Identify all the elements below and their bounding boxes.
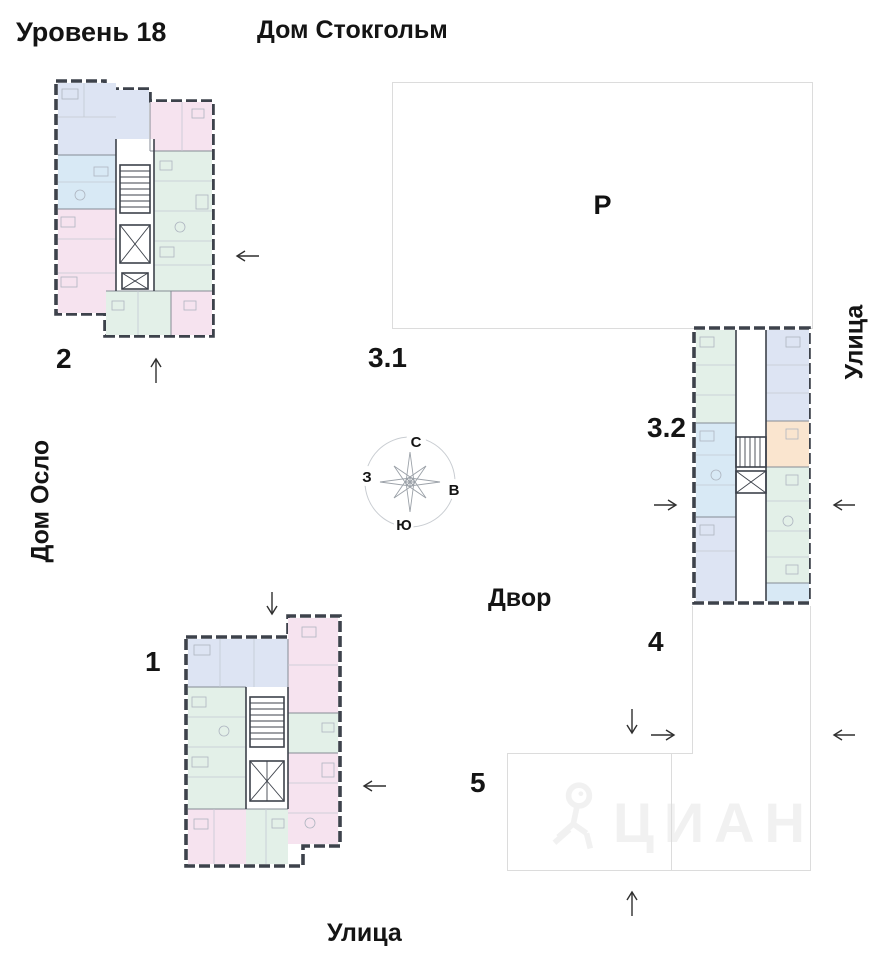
area-4-outline-right	[810, 606, 811, 871]
building-1-plan[interactable]	[184, 613, 342, 874]
arrow-down-icon	[266, 592, 278, 616]
arrow-left-icon	[235, 250, 259, 262]
parking-label: Р	[593, 190, 612, 220]
building-2-plan[interactable]	[54, 77, 216, 345]
cian-watermark: ЦИАН	[545, 770, 815, 874]
area-5-outline-left	[507, 753, 508, 871]
cian-watermark-text: ЦИАН	[612, 790, 815, 854]
compass-rose-icon: С В Ю З	[357, 431, 464, 534]
arrow-up-icon	[150, 357, 162, 383]
street-label-right: Улица	[840, 304, 869, 380]
courtyard-label: Двор	[488, 584, 552, 612]
level-title: Уровень 18	[16, 17, 167, 47]
compass-west-label: З	[362, 469, 371, 486]
arrow-right-icon	[651, 729, 676, 741]
cian-logo-icon	[552, 782, 594, 850]
building-5-label: 5	[470, 767, 486, 798]
area-4-outline-left	[692, 606, 693, 753]
building-32-plan[interactable]	[692, 325, 811, 611]
building-31-label: 3.1	[368, 342, 407, 373]
house-oslo-label: Дом Осло	[26, 439, 55, 563]
arrow-left-icon	[832, 729, 855, 741]
house-stockholm-label: Дом Стокгольм	[257, 16, 448, 44]
compass-east-label: В	[449, 482, 460, 499]
arrow-up-icon	[626, 890, 638, 916]
arrow-down-icon	[626, 709, 638, 735]
compass-north-label: С	[411, 434, 422, 451]
arrow-left-icon	[832, 499, 855, 511]
street-label-bottom: Улица	[327, 919, 402, 947]
building-2-label: 2	[56, 343, 72, 374]
compass-south-label: Ю	[396, 517, 411, 534]
arrow-right-icon	[654, 499, 678, 511]
building-4-label: 4	[648, 626, 664, 657]
arrow-left-icon	[362, 780, 386, 792]
site-outline-bottom	[507, 870, 811, 871]
building-32-label: 3.2	[647, 412, 686, 443]
area-5-outline-top	[507, 753, 693, 754]
building-1-label: 1	[145, 646, 161, 677]
parking-area-outline[interactable]: Р	[392, 82, 813, 329]
area-5-outline-right	[671, 753, 672, 871]
